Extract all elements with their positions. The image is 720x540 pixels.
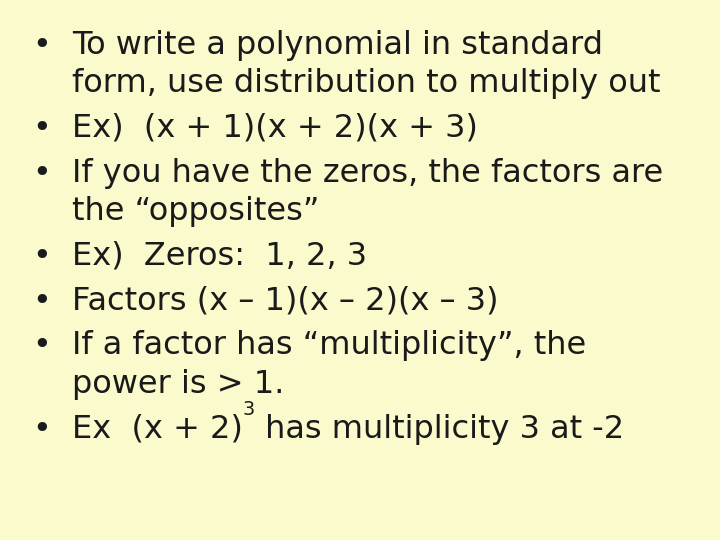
Text: Ex  (x + 2): Ex (x + 2) <box>72 414 243 444</box>
Text: •: • <box>32 286 51 316</box>
Text: •: • <box>32 30 51 60</box>
Text: the “opposites”: the “opposites” <box>72 196 320 227</box>
Text: form, use distribution to multiply out: form, use distribution to multiply out <box>72 68 660 99</box>
Text: To write a polynomial in standard: To write a polynomial in standard <box>72 30 603 60</box>
Text: Ex)  (x + 1)(x + 2)(x + 3): Ex) (x + 1)(x + 2)(x + 3) <box>72 113 478 144</box>
Text: •: • <box>32 241 51 272</box>
Text: •: • <box>32 330 51 361</box>
Text: Factors (x – 1)(x – 2)(x – 3): Factors (x – 1)(x – 2)(x – 3) <box>72 286 498 316</box>
Text: If a factor has “multiplicity”, the: If a factor has “multiplicity”, the <box>72 330 586 361</box>
Text: •: • <box>32 113 51 144</box>
Text: •: • <box>32 414 51 444</box>
Text: •: • <box>32 158 51 188</box>
Text: power is > 1.: power is > 1. <box>72 369 284 400</box>
Text: 3: 3 <box>243 400 255 419</box>
Text: has multiplicity 3 at -2: has multiplicity 3 at -2 <box>255 414 624 444</box>
Text: If you have the zeros, the factors are: If you have the zeros, the factors are <box>72 158 663 188</box>
Text: Ex)  Zeros:  1, 2, 3: Ex) Zeros: 1, 2, 3 <box>72 241 367 272</box>
